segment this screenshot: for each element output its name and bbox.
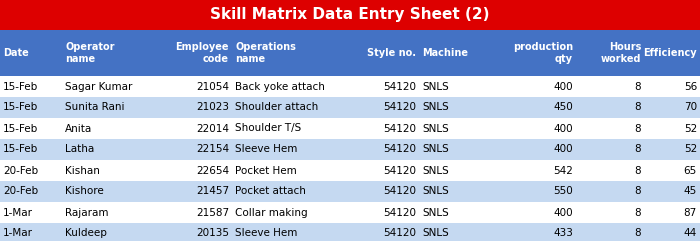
Text: Skill Matrix Data Entry Sheet (2): Skill Matrix Data Entry Sheet (2) [210, 7, 490, 22]
Text: Style no.: Style no. [367, 48, 416, 58]
Text: Anita: Anita [65, 123, 92, 134]
Text: Operator
name: Operator name [65, 42, 115, 64]
Text: SNLS: SNLS [422, 208, 449, 217]
Text: 54120: 54120 [383, 166, 416, 175]
Text: Kishan: Kishan [65, 166, 100, 175]
Text: Pocket Hem: Pocket Hem [235, 166, 297, 175]
Text: Sleeve Hem: Sleeve Hem [235, 228, 298, 239]
Text: Latha: Latha [65, 145, 94, 154]
Text: 8: 8 [634, 208, 641, 217]
Text: 54120: 54120 [383, 102, 416, 113]
Text: SNLS: SNLS [422, 81, 449, 92]
Text: 8: 8 [634, 228, 641, 239]
Text: 22654: 22654 [196, 166, 229, 175]
Text: SNLS: SNLS [422, 228, 449, 239]
Text: 542: 542 [553, 166, 573, 175]
Text: Kishore: Kishore [65, 187, 104, 196]
Text: 400: 400 [554, 123, 573, 134]
Text: Operations
name: Operations name [235, 42, 296, 64]
Text: Back yoke attach: Back yoke attach [235, 81, 325, 92]
Text: 21587: 21587 [196, 208, 229, 217]
Text: 450: 450 [553, 102, 573, 113]
Text: 21457: 21457 [196, 187, 229, 196]
Text: SNLS: SNLS [422, 102, 449, 113]
Text: Machine: Machine [422, 48, 468, 58]
Bar [0, 76, 700, 97]
Text: SNLS: SNLS [422, 187, 449, 196]
Text: Date: Date [3, 48, 29, 58]
Text: 44: 44 [684, 228, 697, 239]
Text: Shoulder T/S: Shoulder T/S [235, 123, 301, 134]
Text: Efficiency: Efficiency [643, 48, 697, 58]
Text: Kuldeep: Kuldeep [65, 228, 107, 239]
Text: 45: 45 [684, 187, 697, 196]
Text: 54120: 54120 [383, 145, 416, 154]
Bar [0, 223, 700, 241]
Text: 1-Mar: 1-Mar [3, 208, 33, 217]
Text: 21054: 21054 [196, 81, 229, 92]
Text: production
qty: production qty [513, 42, 573, 64]
Text: SNLS: SNLS [422, 123, 449, 134]
Text: 21023: 21023 [196, 102, 229, 113]
Text: 22154: 22154 [196, 145, 229, 154]
Text: Sleeve Hem: Sleeve Hem [235, 145, 298, 154]
Text: Sunita Rani: Sunita Rani [65, 102, 125, 113]
Text: Pocket attach: Pocket attach [235, 187, 306, 196]
Bar [0, 118, 700, 139]
Text: 15-Feb: 15-Feb [3, 81, 38, 92]
Text: 20135: 20135 [196, 228, 229, 239]
Text: Shoulder attach: Shoulder attach [235, 102, 318, 113]
Text: 8: 8 [634, 166, 641, 175]
Text: 15-Feb: 15-Feb [3, 145, 38, 154]
Text: 70: 70 [684, 102, 697, 113]
Text: 8: 8 [634, 187, 641, 196]
Text: 54120: 54120 [383, 228, 416, 239]
Text: 550: 550 [553, 187, 573, 196]
Bar [0, 0, 700, 30]
Text: 52: 52 [684, 145, 697, 154]
Bar [0, 30, 700, 76]
Text: 433: 433 [553, 228, 573, 239]
Text: 54120: 54120 [383, 208, 416, 217]
Text: 20-Feb: 20-Feb [3, 187, 38, 196]
Text: 8: 8 [634, 145, 641, 154]
Text: Hours
worked: Hours worked [601, 42, 641, 64]
Bar [0, 139, 700, 160]
Text: 15-Feb: 15-Feb [3, 102, 38, 113]
Text: 8: 8 [634, 81, 641, 92]
Text: 400: 400 [554, 81, 573, 92]
Text: 8: 8 [634, 123, 641, 134]
Text: 54120: 54120 [383, 123, 416, 134]
Text: 1-Mar: 1-Mar [3, 228, 33, 239]
Text: 52: 52 [684, 123, 697, 134]
Text: 54120: 54120 [383, 187, 416, 196]
Text: 20-Feb: 20-Feb [3, 166, 38, 175]
Text: 22014: 22014 [196, 123, 229, 134]
Text: 87: 87 [684, 208, 697, 217]
Text: 15-Feb: 15-Feb [3, 123, 38, 134]
Text: 400: 400 [554, 208, 573, 217]
Text: 65: 65 [684, 166, 697, 175]
Text: 8: 8 [634, 102, 641, 113]
Text: Employee
code: Employee code [176, 42, 229, 64]
Bar [0, 160, 700, 181]
Bar [0, 181, 700, 202]
Text: SNLS: SNLS [422, 145, 449, 154]
Text: SNLS: SNLS [422, 166, 449, 175]
Text: Sagar Kumar: Sagar Kumar [65, 81, 132, 92]
Text: 54120: 54120 [383, 81, 416, 92]
Bar [0, 97, 700, 118]
Text: 56: 56 [684, 81, 697, 92]
Text: Collar making: Collar making [235, 208, 307, 217]
Bar [0, 202, 700, 223]
Text: Rajaram: Rajaram [65, 208, 108, 217]
Text: 400: 400 [554, 145, 573, 154]
